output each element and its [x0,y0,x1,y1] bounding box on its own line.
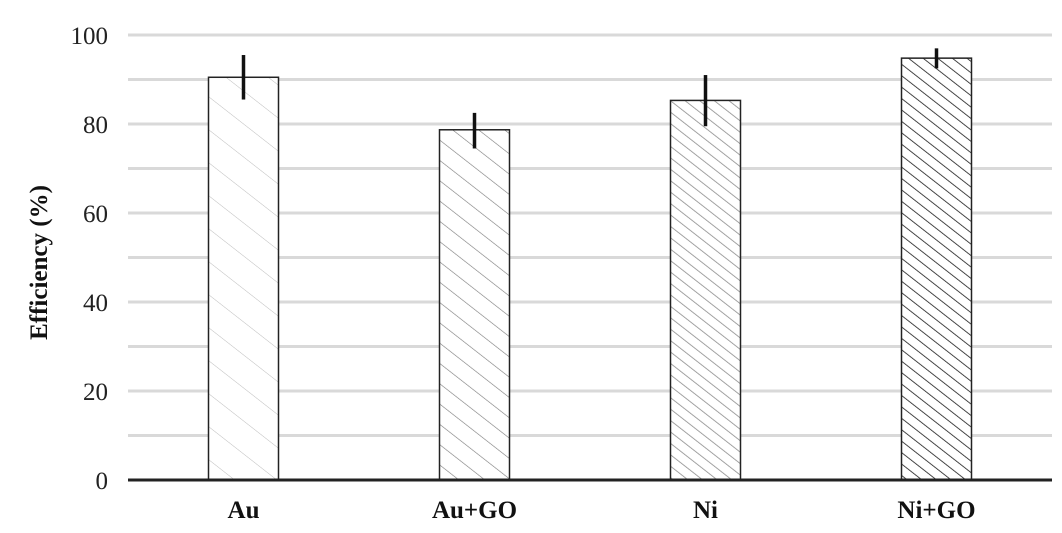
x-category-labels: Au Au+GO Ni Ni+GO [228,497,976,524]
bars [207,57,973,481]
y-tick-label: 20 [83,379,108,406]
x-category-label: Au [228,497,260,524]
y-tick-labels: 0 20 40 60 80 100 [71,23,109,495]
bar-au [207,76,280,481]
y-tick-label: 100 [71,23,109,50]
y-axis-title: Efficiency (%) [26,185,53,340]
error-bars [241,48,939,149]
gridlines [128,33,1052,437]
y-tick-label: 60 [83,201,108,228]
y-tick-label: 40 [83,290,108,317]
x-category-label: Au+GO [432,497,517,524]
y-tick-label: 0 [96,468,109,495]
y-tick-label: 80 [83,112,108,139]
x-category-label: Ni [693,497,718,524]
x-category-label: Ni+GO [897,497,975,524]
bar-ni [669,99,742,481]
bar-au-go [438,129,511,481]
bar-ni-go [900,57,973,481]
